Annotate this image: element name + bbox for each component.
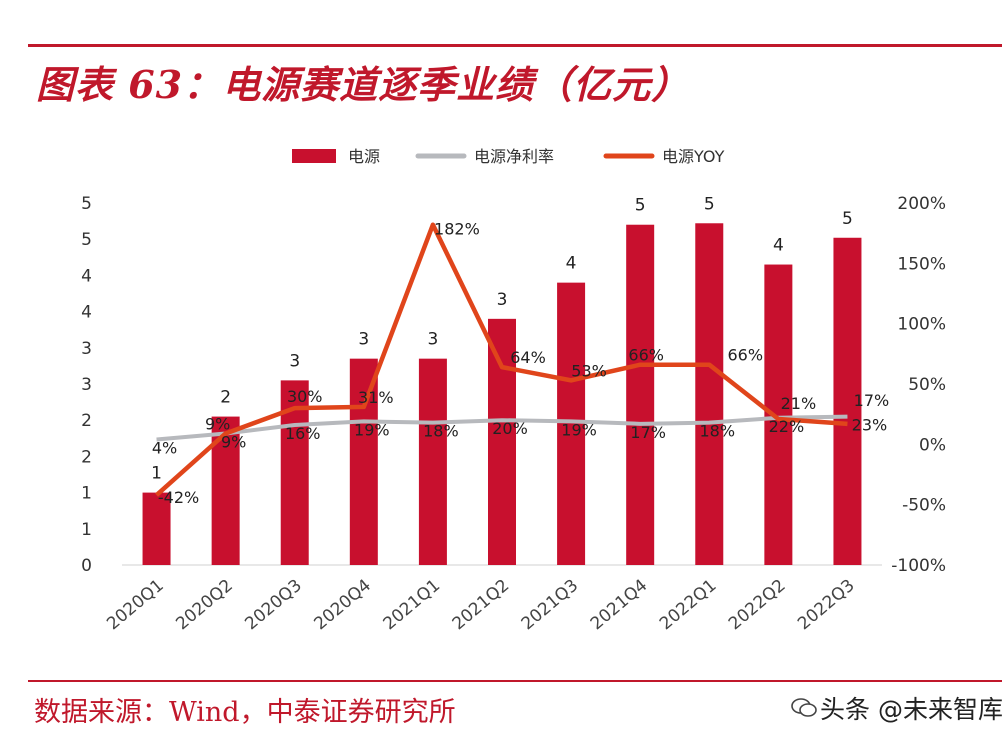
left-axis-tick: 0 (81, 556, 92, 576)
yoy-label: 64% (510, 348, 546, 367)
yoy-label: 66% (628, 346, 664, 365)
yoy-label: 17% (854, 391, 890, 410)
net-margin-label: 9% (221, 432, 246, 451)
left-axis-tick: 3 (81, 375, 92, 395)
legend-swatch-0 (292, 149, 336, 163)
yoy-label: 21% (781, 394, 817, 413)
bar-value-label: 4 (773, 236, 784, 256)
bar-value-label: 3 (358, 330, 369, 350)
bar-value-label: 3 (289, 351, 300, 371)
left-axis-tick: 1 (81, 484, 92, 504)
legend-label-1: 电源净利率 (474, 147, 554, 166)
net-margin-label: 20% (492, 419, 528, 438)
net-margin-label: 19% (354, 420, 390, 439)
bar-2022Q1 (695, 223, 724, 565)
left-axis-tick: 2 (81, 447, 92, 467)
bar-value-label: 1 (151, 464, 162, 484)
right-axis-tick: 200% (897, 194, 946, 214)
bar-2021Q2 (488, 318, 516, 565)
left-axis-tick: 5 (81, 230, 92, 250)
legend-label-2: 电源YOY (662, 147, 725, 166)
bar-value-label: 5 (842, 209, 853, 229)
bar-value-label: 4 (566, 254, 577, 274)
right-axis-tick: 0% (919, 435, 946, 455)
yoy-label: 9% (205, 414, 230, 433)
x-tick-label: 2021Q2 (449, 576, 514, 635)
x-tick-label: 2021Q3 (518, 576, 583, 635)
bar-value-label: 2 (220, 388, 231, 408)
x-tick-label: 2022Q3 (794, 576, 859, 635)
left-axis-tick: 2 (81, 411, 92, 431)
x-tick-label: 2021Q1 (380, 576, 445, 635)
chart-canvas: 电源 电源净利率 电源YOY 0 1 1 2 2 3 3 4 4 5 5 -100% -50% 0% 50% 100… (81, 147, 946, 635)
right-axis-tick: -50% (902, 496, 946, 516)
bar-2022Q2 (764, 264, 793, 565)
bar-value-label: 3 (427, 330, 438, 350)
x-tick-label: 2021Q4 (587, 576, 652, 635)
watermark: 头条 @未来智库 (790, 690, 1003, 726)
x-tick-label: 2022Q2 (725, 576, 790, 635)
net-margin-label: 22% (769, 417, 805, 436)
yoy-label: 30% (287, 387, 323, 406)
x-tick-label: 2020Q1 (103, 576, 168, 635)
yoy-line (155, 222, 848, 497)
x-tick-label: 2020Q4 (310, 576, 375, 635)
wechat-logo-icon (791, 698, 817, 717)
net-margin-label: 17% (630, 423, 666, 442)
bar-value-label: 3 (497, 290, 508, 310)
net-margin-label: 4% (152, 439, 177, 458)
right-axis-tick: 150% (897, 254, 946, 274)
bottom-rule (28, 680, 1002, 682)
yoy-label: 66% (727, 346, 763, 365)
yoy-label: 53% (571, 361, 607, 380)
left-axis-tick: 1 (81, 520, 92, 540)
left-axis-tick: 4 (81, 303, 92, 323)
right-axis-tick: 100% (897, 315, 946, 335)
yoy-label: 31% (358, 388, 394, 407)
bar-value-label: 5 (704, 194, 715, 214)
left-axis-tick: 5 (81, 194, 92, 214)
left-axis-tick: 4 (81, 266, 92, 286)
source-note: 数据来源：Wind，中泰证券研究所 (34, 697, 456, 728)
top-rule (28, 44, 1002, 47)
x-tick-label: 2020Q3 (241, 576, 306, 635)
net-margin-label: 16% (285, 424, 321, 443)
right-axis-tick: -100% (891, 556, 946, 576)
bar-2021Q3 (557, 282, 586, 565)
net-margin-label: 19% (561, 420, 597, 439)
left-axis-tick: 3 (81, 339, 92, 359)
bar-2022Q3 (833, 237, 862, 565)
watermark-text: 头条 @未来智库 (820, 695, 1003, 724)
chart-title: 图表 63：电源赛道逐季业绩（亿元） (36, 62, 691, 107)
net-margin-label: 18% (423, 422, 459, 441)
x-tick-label: 2020Q2 (172, 576, 237, 635)
x-tick-label: 2022Q1 (656, 576, 721, 635)
net-margin-line (156, 414, 848, 442)
net-margin-label: 18% (699, 422, 735, 441)
right-axis-tick: 50% (908, 375, 946, 395)
legend-label-0: 电源 (348, 147, 380, 166)
yoy-label: -42% (158, 488, 199, 507)
bar-value-label: 5 (635, 196, 646, 216)
yoy-label: 182% (434, 220, 480, 239)
bar-2020Q4 (349, 358, 378, 565)
net-margin-label: 23% (852, 416, 888, 435)
bar-2020Q1 (142, 492, 171, 565)
bar-2021Q1 (418, 358, 447, 565)
bar-2021Q4 (626, 224, 655, 565)
